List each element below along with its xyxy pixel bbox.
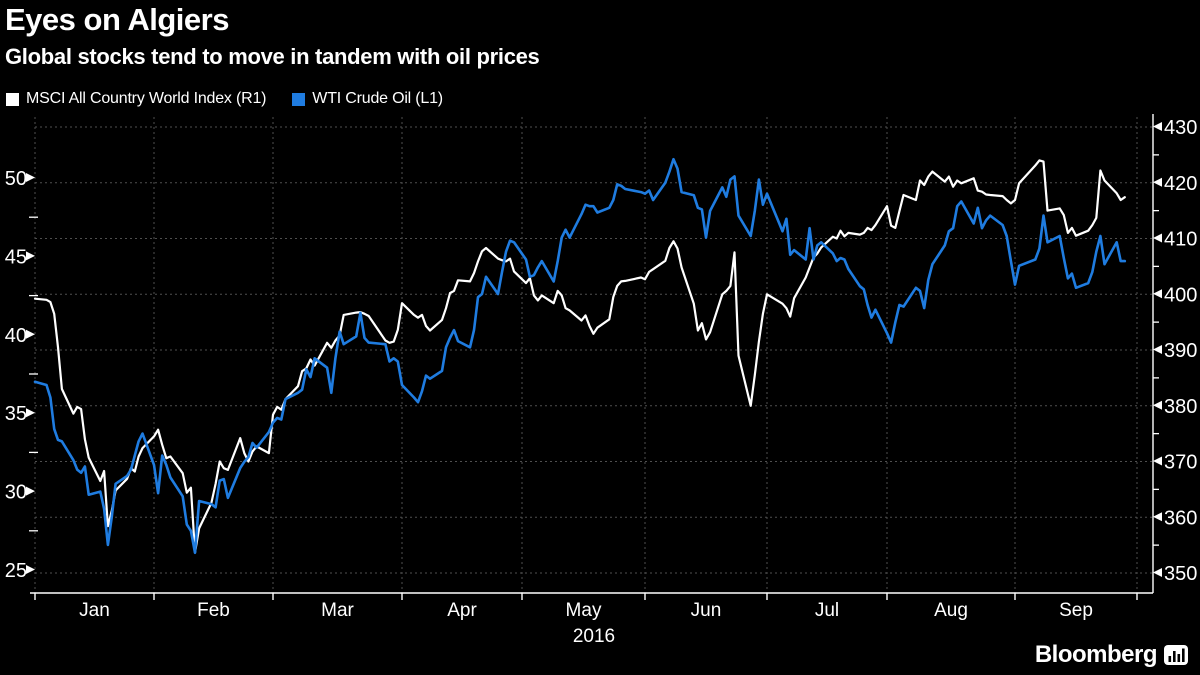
svg-text:420: 420 (1164, 173, 1197, 195)
svg-text:50: 50 (5, 168, 27, 190)
bloomberg-chart-icon (1164, 645, 1188, 665)
legend-item-msci: MSCI All Country World Index (R1) (6, 90, 266, 108)
right-axis: 350 360 370 380 390 400 410 420 430 (1153, 117, 1197, 585)
left-axis: 25 30 35 40 45 50 (5, 168, 38, 582)
svg-text:Feb: Feb (197, 600, 230, 621)
svg-text:25: 25 (5, 560, 27, 582)
gridlines (34, 117, 1153, 593)
page-subtitle: Global stocks tend to move in tandem wit… (5, 44, 540, 69)
svg-text:410: 410 (1164, 229, 1197, 251)
svg-text:400: 400 (1164, 284, 1197, 306)
svg-text:Jul: Jul (815, 600, 839, 621)
bloomberg-logo-text: Bloomberg (1034, 641, 1158, 668)
svg-text:30: 30 (5, 482, 27, 504)
svg-text:2016: 2016 (573, 626, 615, 647)
svg-text:Aug: Aug (934, 600, 968, 621)
legend-label-msci: MSCI All Country World Index (R1) (26, 90, 267, 107)
axes (30, 114, 1154, 600)
svg-text:Jun: Jun (691, 600, 722, 621)
page-title: Eyes on Algiers (5, 2, 229, 37)
svg-text:Apr: Apr (447, 600, 477, 621)
svg-text:45: 45 (5, 246, 27, 268)
svg-text:380: 380 (1164, 396, 1197, 418)
chart-legend: MSCI All Country World Index (R1) WTI Cr… (6, 90, 443, 108)
svg-text:430: 430 (1164, 117, 1197, 139)
svg-text:May: May (566, 600, 602, 621)
svg-text:40: 40 (5, 325, 27, 347)
x-axis-labels: Jan Feb Mar Apr May Jun Jul Aug Sep 2016 (79, 600, 1093, 647)
bloomberg-logo: Bloomberg (1035, 641, 1188, 669)
svg-text:Mar: Mar (321, 600, 354, 621)
wti-swatch-icon (292, 92, 306, 106)
svg-text:360: 360 (1164, 507, 1197, 529)
svg-text:Sep: Sep (1059, 600, 1093, 621)
svg-text:390: 390 (1164, 340, 1197, 362)
series-line-msci (33, 159, 1126, 554)
series-line-wti (33, 157, 1127, 555)
svg-text:350: 350 (1164, 563, 1197, 585)
legend-label-wti: WTI Crude Oil (L1) (312, 90, 443, 107)
svg-text:370: 370 (1164, 452, 1197, 474)
svg-text:Jan: Jan (79, 600, 110, 621)
legend-item-wti: WTI Crude Oil (L1) (292, 90, 443, 108)
svg-text:35: 35 (5, 403, 27, 425)
msci-swatch-icon (6, 92, 19, 106)
